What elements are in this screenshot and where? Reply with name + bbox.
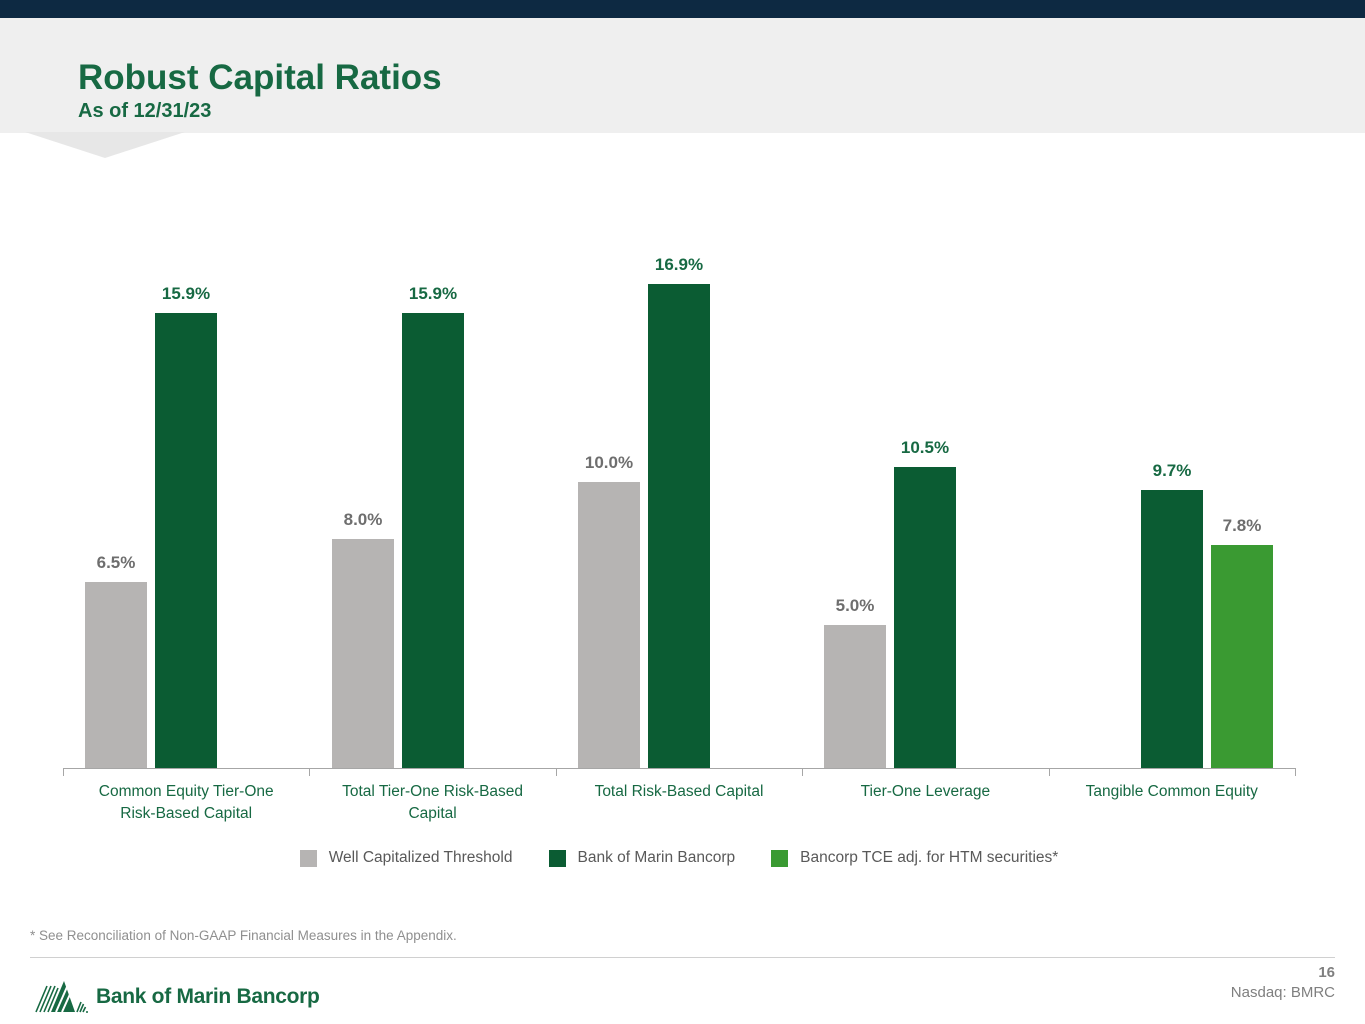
- category-label-line: Common Equity Tier-One: [98, 783, 274, 800]
- ticker-label: Nasdaq: BMRC: [1230, 984, 1335, 1001]
- bar: [155, 313, 217, 768]
- bar-value-label: 10.0%: [584, 453, 634, 472]
- x-axis-tick: [309, 768, 311, 776]
- bar: [894, 467, 956, 768]
- category-label: Total Risk-Based Capital: [556, 781, 802, 803]
- bar: [578, 482, 640, 768]
- x-axis-tick: [555, 768, 557, 776]
- top-navy-bar: [0, 0, 1365, 18]
- x-axis-tick: [63, 768, 64, 776]
- bank-of-marin-logo-icon: [34, 974, 88, 1019]
- legend-label: Bank of Marin Bancorp: [577, 849, 736, 866]
- legend-swatch: [771, 849, 789, 867]
- category-label-line: Total Risk-Based Capital: [594, 783, 764, 800]
- page-title: Robust Capital Ratios: [78, 58, 442, 97]
- bar: [1211, 545, 1273, 768]
- bar: [402, 313, 464, 768]
- bar: [824, 625, 886, 768]
- chart-legend: Well Capitalized Threshold Bank of Marin …: [63, 849, 1295, 867]
- footnote: * See Reconciliation of Non-GAAP Financi…: [30, 928, 457, 943]
- bar-value-label: 9.7%: [1152, 461, 1192, 480]
- bar: [332, 539, 394, 768]
- bar-value-label: 6.5%: [96, 553, 136, 572]
- category-label: Common Equity Tier-One Risk-Based Capital: [63, 781, 309, 826]
- bar-value-label: 8.0%: [343, 510, 383, 529]
- legend-item: Bancorp TCE adj. for HTM securities*: [771, 849, 1058, 867]
- bar: [1141, 490, 1203, 768]
- bar-value-label: 5.0%: [835, 596, 875, 615]
- bar-value-label: 15.9%: [408, 284, 458, 303]
- category-label-line: Tangible Common Equity: [1085, 783, 1258, 800]
- category-label-line: Tier-One Leverage: [860, 783, 991, 800]
- x-axis-tick: [802, 768, 804, 776]
- x-axis-tick: [1048, 768, 1050, 776]
- footer-divider: [30, 957, 1335, 958]
- footer-brand: Bank of Marin Bancorp: [34, 974, 320, 1019]
- legend-item: Well Capitalized Threshold: [299, 849, 513, 867]
- footer-brand-name: Bank of Marin Bancorp: [96, 984, 320, 1008]
- legend-label: Bancorp TCE adj. for HTM securities*: [800, 849, 1059, 866]
- page-number: 16: [1318, 964, 1335, 981]
- bar: [648, 284, 710, 768]
- category-label: Tangible Common Equity: [1049, 781, 1295, 803]
- category-label-line: Capital: [408, 805, 457, 823]
- bar: [85, 582, 147, 768]
- bar-value-label: 10.5%: [900, 438, 950, 457]
- category-label: Total Tier-One Risk-Based Capital: [309, 781, 555, 826]
- x-axis-line: [63, 768, 1295, 769]
- legend-swatch: [548, 849, 566, 867]
- legend-item: Bank of Marin Bancorp: [548, 849, 736, 867]
- bar-value-label: 7.8%: [1222, 516, 1262, 535]
- bar-value-label: 16.9%: [654, 255, 704, 274]
- category-label-line: Risk-Based Capital: [120, 805, 253, 823]
- bar-value-label: 15.9%: [161, 284, 211, 303]
- header-band: Robust Capital Ratios As of 12/31/23: [0, 18, 1365, 133]
- legend-swatch: [299, 849, 317, 867]
- x-axis-tick: [1295, 768, 1296, 776]
- page-subtitle: As of 12/31/23: [78, 100, 212, 122]
- category-label-line: Total Tier-One Risk-Based: [342, 783, 524, 800]
- legend-label: Well Capitalized Threshold: [328, 849, 513, 866]
- category-label: Tier-One Leverage: [802, 781, 1048, 803]
